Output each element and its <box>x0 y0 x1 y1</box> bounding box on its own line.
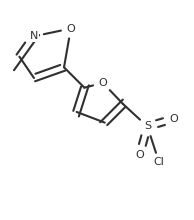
Text: O: O <box>169 114 178 124</box>
Text: O: O <box>66 24 75 33</box>
Text: S: S <box>144 121 151 132</box>
Text: Cl: Cl <box>154 157 165 167</box>
Text: O: O <box>135 150 144 160</box>
Text: N: N <box>30 31 38 41</box>
Text: O: O <box>98 78 107 88</box>
